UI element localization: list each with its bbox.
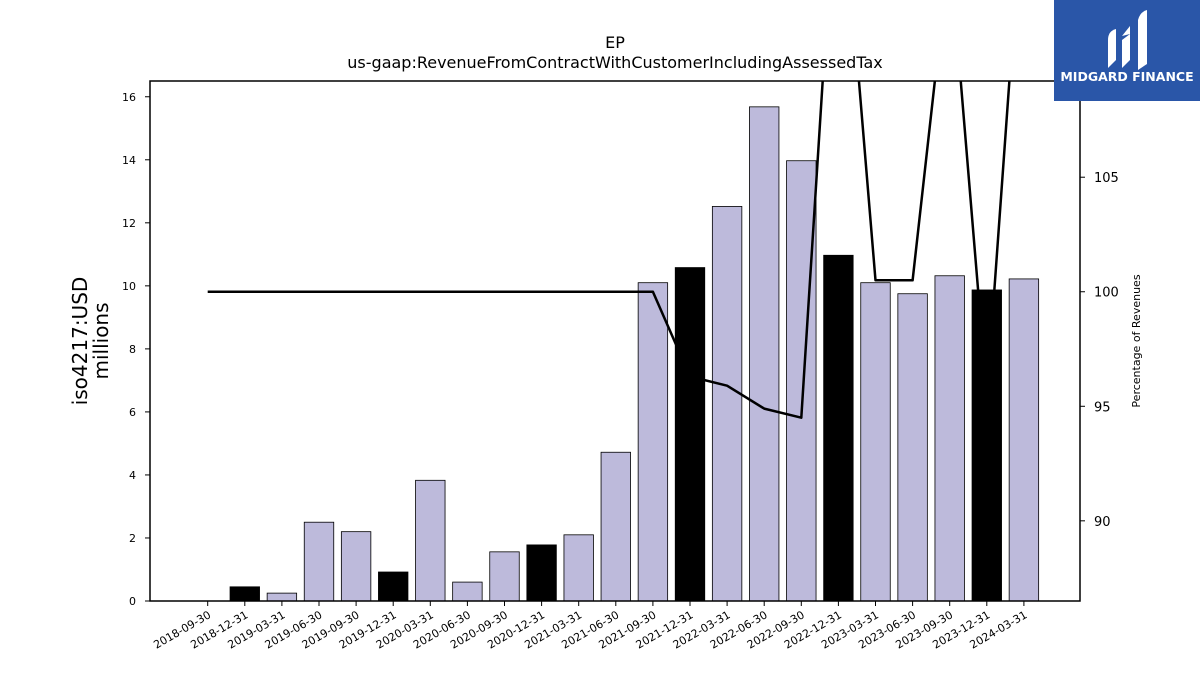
bar-2019-06-30 [303,521,335,602]
y2-axis-title: Percentage of Revenues [1130,274,1143,407]
bar-2019-03-31 [266,592,298,602]
bar-2021-12-31 [674,267,706,602]
bar-2020-09-30 [489,551,520,602]
bars [229,106,1040,602]
x-axis: 2018-09-302018-12-312019-03-312019-06-30… [151,601,1029,652]
y-tick-label: 0 [129,595,136,608]
midgard-logo-icon [1108,10,1147,70]
logo-text: MIDGARD FINANCE [1060,69,1193,84]
y-tick-label: 8 [129,343,136,356]
y-tick-label: 10 [122,280,136,293]
right-axis: 90 95 100 105 [1080,171,1119,530]
y-tick-label: 14 [122,154,136,167]
percentage-line [207,81,1011,419]
y-tick-label: 6 [129,406,136,419]
y-tick-label: 16 [122,91,136,104]
bar-2022-09-30 [786,160,817,602]
bar-2023-12-31 [971,289,1002,602]
y2-tick-label: 105 [1094,171,1119,186]
chart-title: EP [605,33,625,52]
bar-2020-06-30 [452,581,483,602]
bar-2022-12-31 [823,254,854,602]
bar-2021-06-30 [600,451,631,602]
bar-2019-12-31 [378,571,409,602]
bar-2023-03-31 [860,282,891,602]
y-tick-label: 4 [129,469,136,482]
chart-subtitle: us-gaap:RevenueFromContractWithCustomerI… [347,53,882,72]
bar-2024-03-31 [1008,278,1040,602]
bar-2018-12-31 [229,586,260,602]
bar-2023-09-30 [934,275,965,602]
bar-2020-12-31 [526,544,557,602]
y2-tick-label: 90 [1094,515,1111,530]
bar-2020-03-31 [415,479,446,602]
midgard-logo: MIDGARD FINANCE [1054,0,1200,101]
left-axis: 0 2 4 6 8 10 12 14 16 [122,91,150,608]
plot-frame [149,80,1081,602]
bar-2022-06-30 [749,106,780,602]
bar-2019-09-30 [340,531,372,602]
percentage-line-layer [207,81,1011,419]
y2-tick-label: 100 [1094,286,1119,301]
y-axis-title-line1: iso4217:USD [68,277,92,406]
y-axis-title-line2: millions [89,302,113,379]
y2-tick-label: 95 [1094,400,1111,415]
bar-2021-03-31 [563,534,594,602]
bar-2022-03-31 [711,206,743,602]
bar-2023-06-30 [897,293,928,602]
y-tick-label: 2 [129,532,136,545]
bar-2021-09-30 [637,282,669,602]
y-tick-label: 12 [122,217,136,230]
